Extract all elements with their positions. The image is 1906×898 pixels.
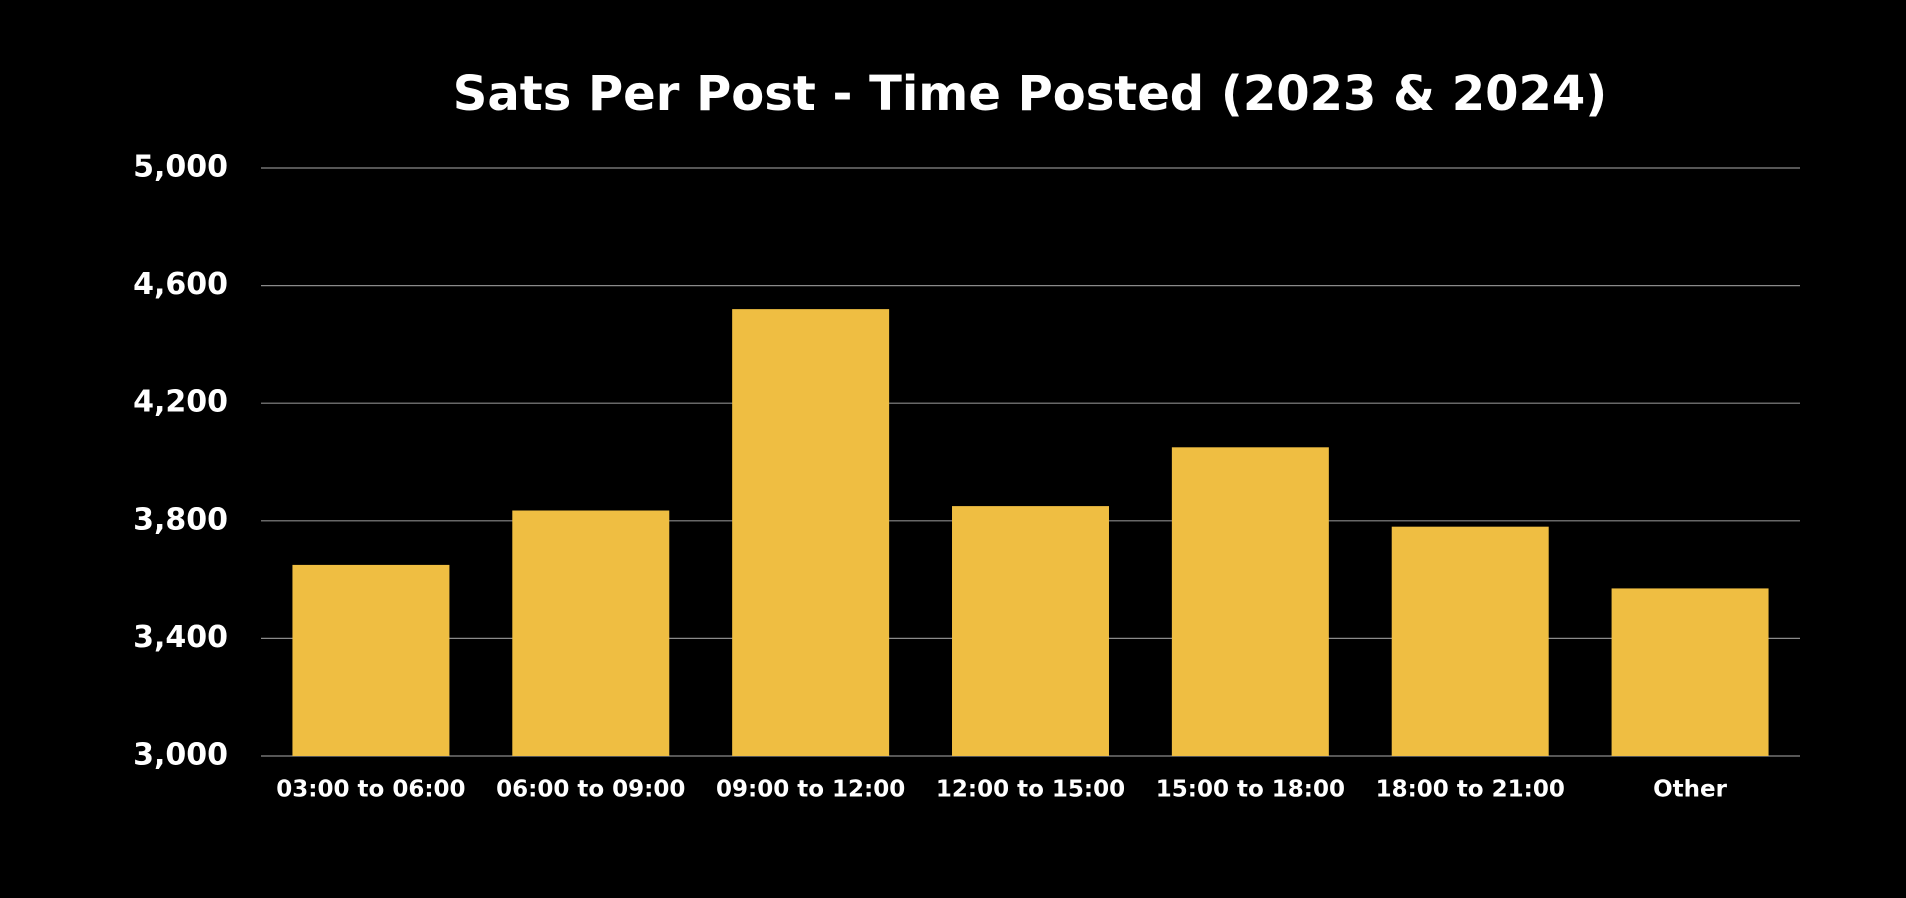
- x-tick-label: 06:00 to 09:00: [496, 777, 685, 803]
- bar: [1171, 447, 1329, 756]
- x-tick-label: 18:00 to 21:00: [1376, 777, 1565, 803]
- y-tick-label: 3,800: [133, 502, 228, 537]
- bar: [1391, 526, 1549, 756]
- y-tick-label: 4,600: [133, 267, 228, 302]
- y-tick-label: 3,400: [133, 620, 228, 655]
- y-tick-label: 5,000: [133, 150, 228, 185]
- x-tick-label: 12:00 to 15:00: [936, 777, 1125, 803]
- bar: [952, 506, 1109, 756]
- x-tick-label: 15:00 to 18:00: [1156, 777, 1345, 803]
- x-tick-label: 09:00 to 12:00: [716, 777, 905, 803]
- y-tick-label: 3,000: [133, 738, 228, 773]
- chart-title: Sats Per Post - Time Posted (2023 & 2024…: [453, 66, 1607, 122]
- bar: [512, 510, 670, 756]
- bar: [1611, 588, 1769, 756]
- x-tick-label: Other: [1653, 777, 1728, 803]
- bar: [732, 309, 890, 756]
- y-tick-label: 4,200: [133, 385, 228, 420]
- x-tick-label: 03:00 to 06:00: [276, 777, 465, 803]
- bar: [292, 564, 450, 756]
